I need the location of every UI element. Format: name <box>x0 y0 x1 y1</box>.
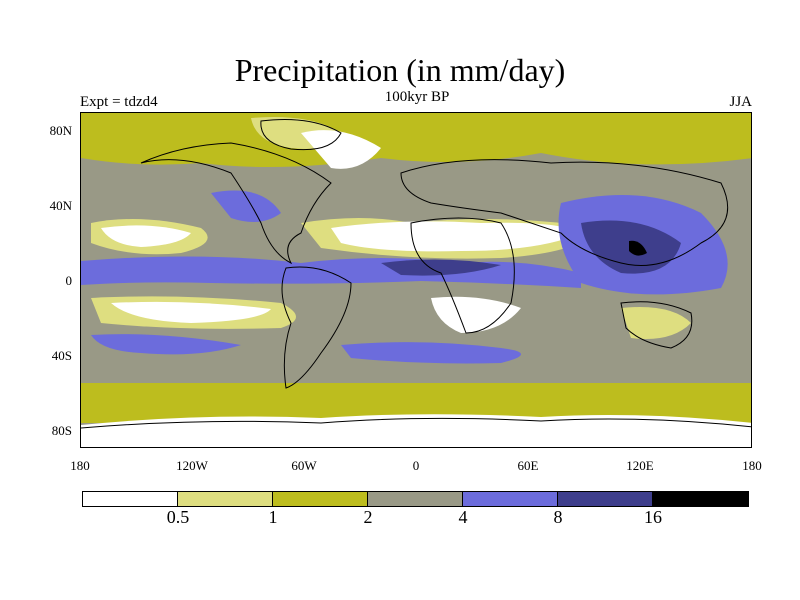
lon-tick-180e: 180 <box>742 458 762 473</box>
itcz-core <box>381 259 501 276</box>
precipitation-map <box>80 112 752 448</box>
antarctica-field <box>81 414 751 447</box>
australia-field <box>621 307 691 339</box>
south-america-coast <box>281 266 352 389</box>
colorbar-label-8: 8 <box>553 507 563 527</box>
colorbar-seg-3 <box>368 492 463 506</box>
spac-dry <box>111 301 271 323</box>
eurasia-coast <box>400 159 729 266</box>
colorbar-seg-5 <box>558 492 653 506</box>
colorbar-seg-0 <box>83 492 178 506</box>
greenland-dry <box>301 130 381 169</box>
lon-tick-60e: 60E <box>517 458 539 473</box>
colorbar-seg-1 <box>178 492 273 506</box>
lon-tick-120w: 120W <box>176 458 208 473</box>
lat-tick-40n: 40N <box>49 198 72 213</box>
experiment-label: Expt = tdzd4 <box>80 94 158 110</box>
monsoon-peak <box>629 240 647 256</box>
colorbar-label-1: 1 <box>268 507 278 527</box>
greenland-coast <box>260 119 342 151</box>
antarctica-coast <box>81 417 751 429</box>
africa-coast <box>410 217 515 334</box>
period-label: 100kyr BP <box>384 89 450 105</box>
colorbar <box>82 491 749 507</box>
safrica-dry <box>431 296 521 333</box>
australia-coast <box>620 301 693 349</box>
colorbar-label-16: 16 <box>644 507 662 527</box>
spac-storm <box>91 334 241 355</box>
npac-dry <box>101 225 191 247</box>
map-title: Precipitation (in mm/day) <box>234 52 566 88</box>
lat-tick-80n: 80N <box>49 123 72 138</box>
coastlines <box>81 119 751 429</box>
lon-tick-0: 0 <box>412 458 420 473</box>
arctic-field <box>81 113 751 167</box>
lon-tick-120e: 120E <box>626 458 654 473</box>
colorbar-seg-4 <box>463 492 558 506</box>
colorbar-label-0-5: 0.5 <box>166 507 190 527</box>
colorbar-label-4: 4 <box>458 507 468 527</box>
satl-storm <box>341 342 521 364</box>
sahara-dry <box>331 221 581 252</box>
map-canvas <box>81 113 751 447</box>
north-america-coast <box>140 142 332 265</box>
lon-tick-180w: 180 <box>70 458 90 473</box>
lat-tick-0: 0 <box>65 273 73 288</box>
natl-storm <box>211 190 281 222</box>
lat-tick-40s: 40S <box>51 348 72 363</box>
season-label: JJA <box>729 94 752 110</box>
colorbar-label-2: 2 <box>363 507 373 527</box>
lon-tick-60w: 60W <box>291 458 317 473</box>
colorbar-seg-2 <box>273 492 368 506</box>
lat-tick-80s: 80S <box>51 423 72 438</box>
colorbar-seg-6 <box>653 492 748 506</box>
